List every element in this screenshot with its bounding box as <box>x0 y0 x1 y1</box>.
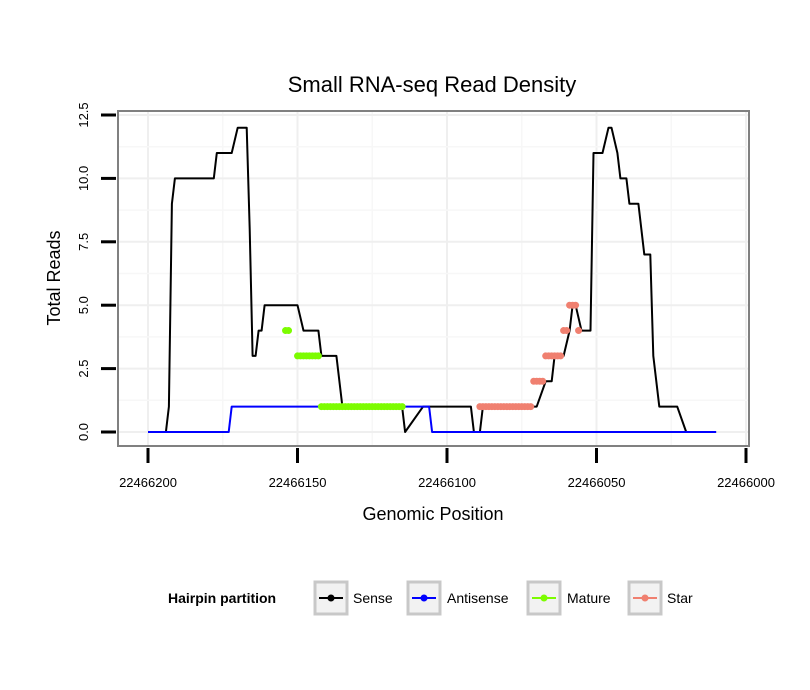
y-tick-label: 0.0 <box>76 423 91 441</box>
data-point-star <box>527 403 535 411</box>
series-line-sense <box>148 126 717 433</box>
legend: Hairpin partition Sense Antisense Mature St… <box>168 580 693 616</box>
legend-key-point-mature <box>540 594 548 602</box>
data-point-star <box>572 301 580 309</box>
x-tick-label: 22466000 <box>717 475 775 490</box>
y-tick-label: 12.5 <box>76 102 91 127</box>
series-line-antisense <box>148 405 717 433</box>
plot-border <box>117 110 750 447</box>
data-point-mature <box>285 327 293 335</box>
x-axis: 22466200 22466150 22466100 22466050 22466000 <box>119 448 775 490</box>
x-tick-label: 22466200 <box>119 475 177 490</box>
y-axis-title: Total Reads <box>44 230 64 325</box>
legend-key-point-antisense <box>420 594 428 602</box>
x-axis-title: Genomic Position <box>362 504 503 524</box>
y-axis: 0.0 2.5 5.0 7.5 10.0 12.5 <box>76 102 116 441</box>
legend-label-mature: Mature <box>567 590 611 606</box>
y-tick-label: 7.5 <box>76 233 91 251</box>
x-tick-label: 22466100 <box>418 475 476 490</box>
legend-label-sense: Sense <box>353 590 393 606</box>
data-point-mature <box>314 352 322 360</box>
grid-lines <box>118 111 749 446</box>
legend-key-point-star <box>641 594 649 602</box>
y-tick-label: 2.5 <box>76 360 91 378</box>
data-point-star <box>575 327 583 335</box>
legend-key-point-sense <box>327 594 335 602</box>
chart-title: Small RNA-seq Read Density <box>288 72 577 97</box>
y-tick-label: 5.0 <box>76 296 91 314</box>
data-point-star <box>539 377 547 385</box>
legend-label-antisense: Antisense <box>447 590 509 606</box>
legend-title: Hairpin partition <box>168 590 276 606</box>
y-tick-label: 10.0 <box>76 166 91 191</box>
legend-label-star: Star <box>667 590 693 606</box>
x-tick-label: 22466150 <box>269 475 327 490</box>
x-tick-label: 22466050 <box>568 475 626 490</box>
data-point-star <box>557 352 565 360</box>
data-point-mature <box>398 403 406 411</box>
series-layer <box>148 126 717 433</box>
data-point-star <box>563 327 571 335</box>
